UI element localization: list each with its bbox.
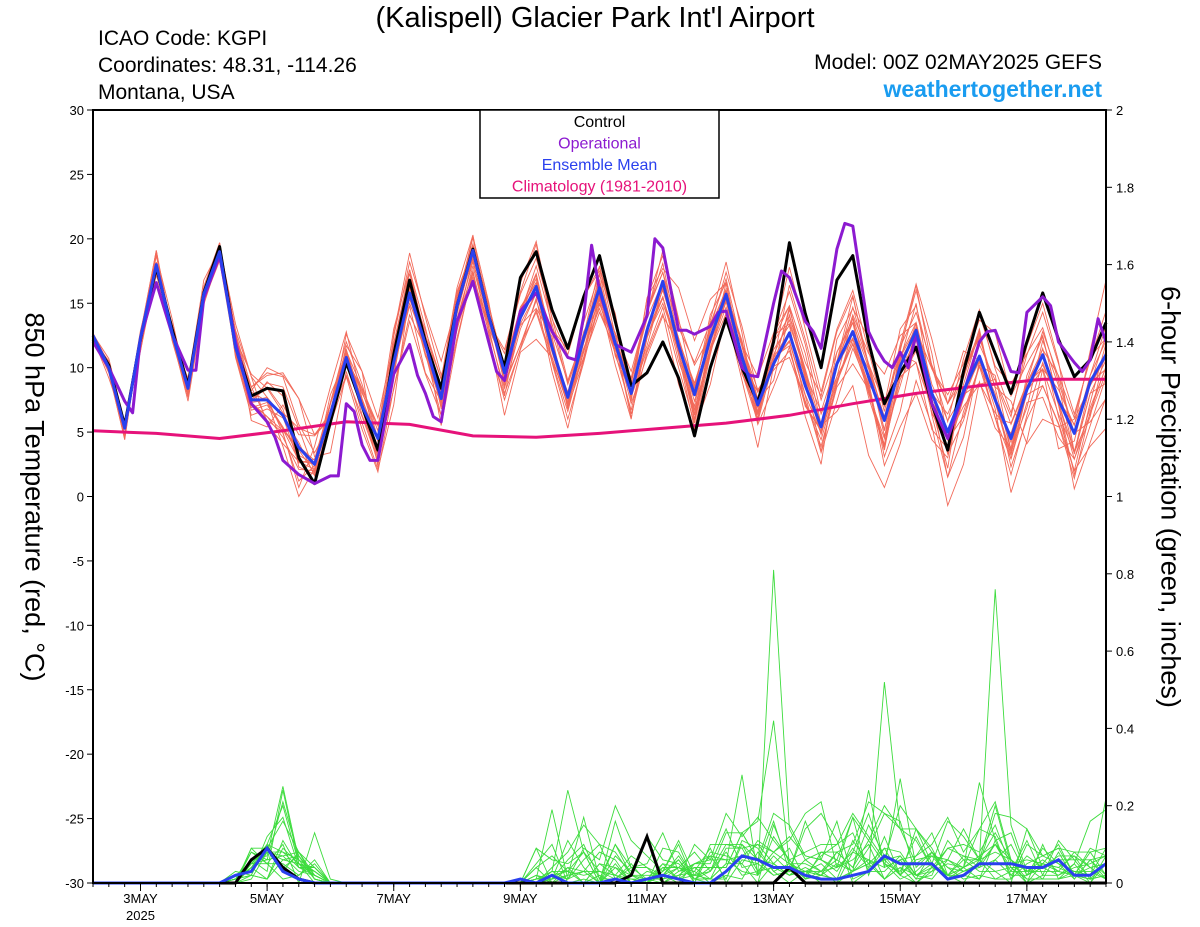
y-right-tick-label: 1.4 [1116,335,1134,350]
y-tick-label: 5 [77,425,84,440]
temp-member-line-8 [92,249,1107,476]
temp-member-line-2 [92,243,1107,469]
y-tick-label: 0 [77,490,84,505]
y-tick-label: -30 [65,876,84,891]
precip-member-line-12 [93,569,1107,884]
plot-frame [92,109,1107,884]
precip-member-line-11 [93,681,1107,884]
legend-box [479,109,720,199]
y-tick-label: -20 [65,747,84,762]
x-tick-sublabel: 2025 [126,908,155,923]
temp-mean-line [91,248,1108,466]
x-tick-label: 5MAY [250,891,285,906]
precip-control-line [93,832,1106,885]
main-series-group [91,221,1108,885]
x-tick-label: 3MAY [123,891,158,906]
y-tick-label: -15 [65,683,84,698]
climatology-line [92,377,1106,441]
page-title: (Kalispell) Glacier Park Int'l Airport [375,2,815,34]
region: Montana, USA [98,81,235,104]
y-right-tick-label: 0.2 [1116,799,1134,814]
x-tick-label: 9MAY [503,891,538,906]
x-tick-label: 11MAY [627,891,668,906]
x-tick-label: 15MAY [879,891,921,906]
y-right-tick-label: 0 [1116,876,1123,891]
temp-operational-line [91,221,1108,486]
temp-control-line [91,241,1108,486]
y-tick-label: -5 [72,554,84,569]
x-tick-label: 13MAY [753,891,795,906]
y-tick-label: -25 [65,812,84,827]
coordinates: Coordinates: 48.31, -114.26 [98,54,357,77]
y-tick-label: 20 [70,232,84,247]
precip-member-line-19 [93,782,1107,884]
y-right-tick-label: 1.2 [1116,412,1134,427]
legend-entry: Control [574,114,626,131]
x-tick-label: 7MAY [377,891,412,906]
precip-member-line-13 [93,778,1107,884]
y-right-tick-label: 2 [1116,103,1123,118]
x-tick-label: 17MAY [1006,891,1048,906]
legend-entry: Operational [558,136,641,153]
y-right-tick-label: 0.6 [1116,644,1134,659]
y-tick-label: 25 [70,167,84,182]
model-run: Model: 00Z 02MAY2025 GEFS [814,51,1102,74]
y-right-tick-label: 1 [1116,490,1123,505]
legend-entry: Ensemble Mean [542,157,658,174]
legend: Control Operational Ensemble Mean Climatolo… [479,109,720,199]
y-right-tick-label: 0.4 [1116,721,1134,736]
legend-entry: Climatology (1981-2010) [512,179,687,196]
y-tick-label: 15 [70,296,84,311]
icao-code: ICAO Code: KGPI [98,27,268,50]
y-tick-label: 30 [70,103,84,118]
axes-group: 302520151050-5-10-15-20-25-3021.81.61.41… [65,103,1134,923]
y-tick-label: 10 [70,361,84,376]
precip-member-line-10 [93,589,1107,884]
website-link[interactable]: weathertogether.net [883,76,1102,102]
y-right-tick-label: 1.8 [1116,180,1134,195]
y-right-tick-label: 1.6 [1116,258,1134,273]
precip-members-group [93,569,1107,885]
y-tick-label: -10 [65,618,84,633]
y-right-tick-label: 0.8 [1116,567,1134,582]
